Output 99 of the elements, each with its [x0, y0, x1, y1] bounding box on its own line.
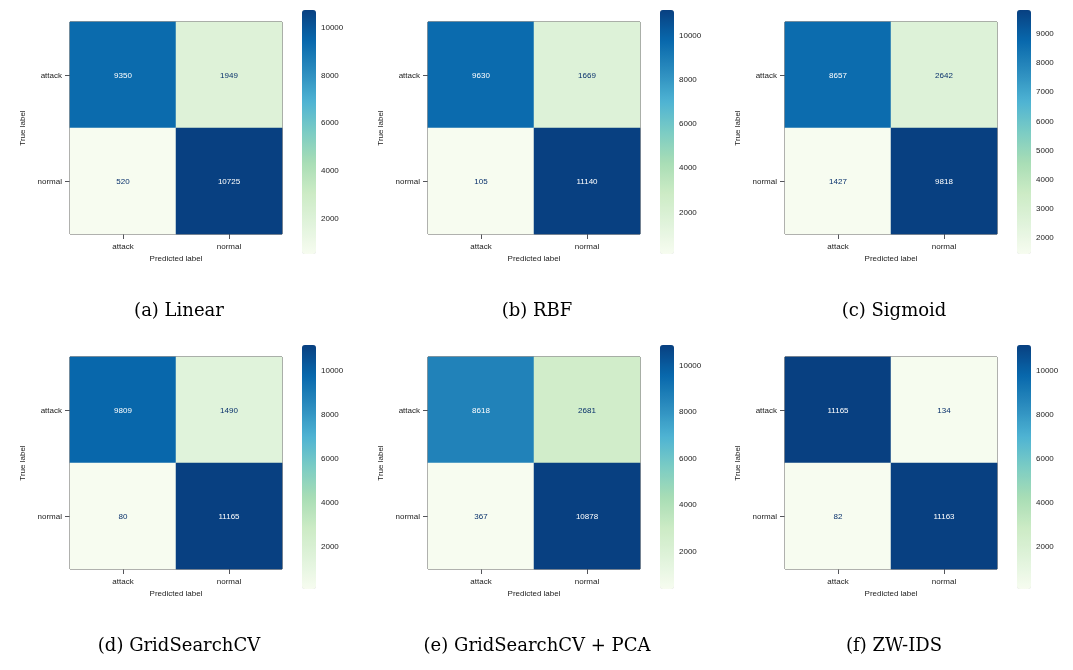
- data-label: 9350: [114, 70, 133, 80]
- data-label: 1427: [829, 176, 848, 186]
- color-bar-label: 6000: [678, 119, 697, 129]
- color-bar-label: 8000: [321, 410, 340, 420]
- y-tick-label: attack: [40, 70, 63, 80]
- color-bar-label: 4000: [1036, 174, 1055, 184]
- data-label: 1949: [220, 70, 239, 80]
- x-axis-title: Predicted label: [864, 254, 919, 264]
- y-axis-title: True label: [375, 445, 385, 481]
- color-bar-label: 2000: [1036, 232, 1055, 242]
- color-bar-label: 2000: [678, 207, 697, 217]
- y-axis-title: True label: [18, 445, 28, 481]
- color-bar-label: 6000: [321, 118, 340, 128]
- data-label: 10725: [217, 176, 241, 186]
- color-bar-label: 2000: [321, 214, 340, 224]
- color-bar-label: 8000: [1036, 410, 1055, 420]
- color-bar-label: 10000: [678, 360, 702, 370]
- y-tick-label: normal: [37, 176, 63, 186]
- color-bar-label: 4000: [321, 166, 340, 176]
- x-tick-label: normal: [932, 241, 957, 251]
- data-label: 105: [473, 176, 488, 186]
- data-label: 10878: [575, 511, 599, 521]
- data-label: 1669: [577, 70, 597, 80]
- data-label: 1490: [220, 405, 239, 415]
- y-axis-title: True label: [733, 445, 743, 481]
- x-tick-label: attack: [827, 241, 850, 251]
- x-tick-label: normal: [216, 576, 242, 586]
- text: (a) Linear: [134, 298, 225, 320]
- x-tick-label: attack: [469, 241, 493, 251]
- x-axis-title: Predicted label: [864, 589, 919, 599]
- y-tick-label: attack: [755, 405, 779, 415]
- data-label: 80: [118, 511, 128, 521]
- color-bar-label: 9000: [1036, 29, 1055, 39]
- x-tick-label: normal: [574, 576, 600, 586]
- color-bar-label: 6000: [1036, 116, 1055, 126]
- data-label: 9630: [471, 70, 491, 80]
- y-tick-label: normal: [395, 511, 420, 521]
- data-label: 9809: [114, 405, 133, 415]
- data-label: 11165: [827, 405, 850, 415]
- y-axis-title: True label: [733, 110, 743, 146]
- data-label: 520: [116, 176, 131, 186]
- color-bar-label: 6000: [678, 453, 697, 463]
- color-bar-label: 10000: [321, 22, 344, 32]
- x-tick-label: attack: [827, 576, 850, 586]
- y-tick-label: normal: [752, 176, 778, 186]
- color-bar-label: 4000: [321, 498, 340, 508]
- y-tick-label: attack: [755, 70, 779, 80]
- color-bar-label: 4000: [678, 500, 697, 510]
- data-label: 367: [473, 511, 488, 521]
- color-bar-label: 7000: [1036, 87, 1055, 97]
- color-bar-label: 4000: [1036, 498, 1055, 508]
- color-bar-label: 8000: [678, 74, 697, 84]
- color-bar-label: 2000: [678, 546, 697, 556]
- x-axis-title: Predicted label: [149, 589, 203, 599]
- y-tick-label: attack: [398, 405, 421, 415]
- data-label: 9818: [935, 176, 954, 186]
- text: (b) RBF: [501, 298, 572, 320]
- data-label: 2642: [935, 70, 954, 80]
- x-tick-label: normal: [216, 241, 242, 251]
- color-bar-label: 6000: [321, 454, 340, 464]
- x-axis-title: Predicted label: [149, 254, 203, 264]
- color-bar-label: 4000: [678, 163, 697, 173]
- x-tick-label: attack: [112, 576, 135, 586]
- text: (f) ZW-IDS: [846, 633, 943, 655]
- y-tick-label: normal: [395, 176, 420, 186]
- x-axis-title: Predicted label: [507, 254, 561, 264]
- color-bar-label: 10000: [678, 30, 702, 40]
- text: (d) GridSearchCV: [97, 633, 262, 655]
- x-tick-label: normal: [932, 576, 957, 586]
- data-label: 8657: [829, 70, 848, 80]
- x-tick-label: normal: [574, 241, 600, 251]
- color-bar-label: 2000: [1036, 542, 1055, 552]
- data-label: 8618: [471, 405, 491, 415]
- y-tick-label: normal: [752, 511, 778, 521]
- data-label: 11165: [218, 511, 241, 521]
- y-tick-label: attack: [398, 70, 421, 80]
- color-bar-label: 10000: [321, 366, 344, 376]
- y-axis-title: True label: [375, 110, 385, 146]
- color-bar-label: 10000: [1036, 366, 1060, 376]
- color-bar-label: 2000: [321, 542, 340, 552]
- color-bar-label: 8000: [678, 407, 697, 417]
- color-bar-label: 3000: [1036, 203, 1055, 213]
- data-label: 11140: [576, 176, 598, 186]
- color-bar-label: 6000: [1036, 454, 1055, 464]
- x-tick-label: attack: [469, 576, 493, 586]
- color-bar-label: 8000: [1036, 58, 1055, 68]
- text: (e) GridSearchCV + PCA: [423, 633, 652, 655]
- data-label: 134: [937, 405, 952, 415]
- text: (c) Sigmoid: [842, 298, 947, 320]
- color-bar-label: 5000: [1036, 145, 1055, 155]
- data-label: 11163: [933, 511, 956, 521]
- y-axis-title: True label: [18, 110, 28, 146]
- x-tick-label: attack: [112, 241, 135, 251]
- y-tick-label: normal: [37, 511, 63, 521]
- x-axis-title: Predicted label: [507, 589, 561, 599]
- data-label: 82: [833, 511, 844, 521]
- color-bar-label: 8000: [321, 70, 340, 80]
- y-tick-label: attack: [40, 405, 63, 415]
- data-label: 2681: [577, 405, 597, 415]
